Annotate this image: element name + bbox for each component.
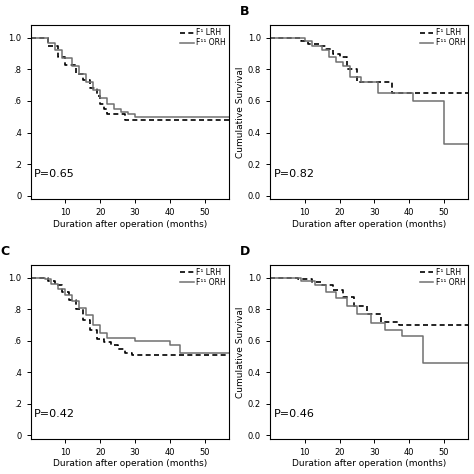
Y-axis label: Cumulative Survival: Cumulative Survival — [236, 66, 245, 158]
Legend: F¹ LRH, F¹¹ ORH: F¹ LRH, F¹¹ ORH — [180, 267, 227, 288]
Legend: F¹ LRH, F¹¹ ORH: F¹ LRH, F¹¹ ORH — [419, 27, 466, 48]
X-axis label: Duration after operation (months): Duration after operation (months) — [53, 219, 207, 228]
Legend: F¹ LRH, F¹¹ ORH: F¹ LRH, F¹¹ ORH — [180, 27, 227, 48]
Text: P=0.82: P=0.82 — [273, 169, 315, 179]
X-axis label: Duration after operation (months): Duration after operation (months) — [53, 459, 207, 468]
X-axis label: Duration after operation (months): Duration after operation (months) — [292, 459, 447, 468]
Text: P=0.46: P=0.46 — [273, 409, 314, 419]
Text: B: B — [240, 5, 250, 18]
Text: D: D — [240, 245, 251, 258]
Text: C: C — [1, 245, 10, 258]
Text: P=0.42: P=0.42 — [34, 409, 75, 419]
X-axis label: Duration after operation (months): Duration after operation (months) — [292, 219, 447, 228]
Y-axis label: Cumulative Survival: Cumulative Survival — [236, 306, 245, 398]
Text: P=0.65: P=0.65 — [34, 169, 75, 179]
Legend: F¹ LRH, F¹¹ ORH: F¹ LRH, F¹¹ ORH — [419, 267, 466, 288]
